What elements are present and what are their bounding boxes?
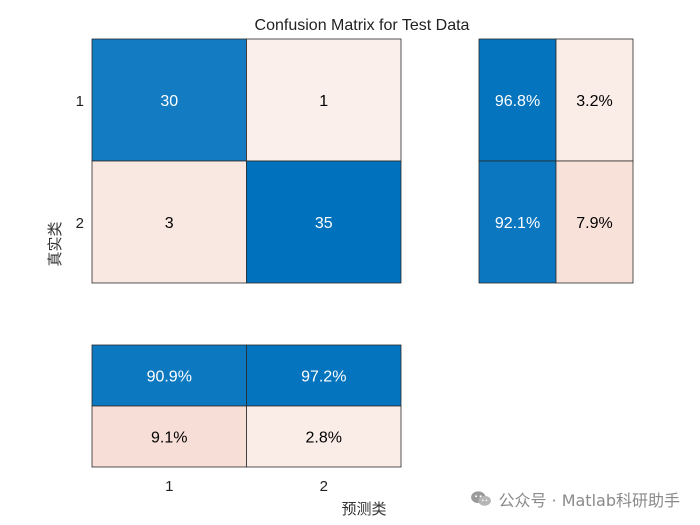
watermark: 公众号 · Matlab科研助手 (470, 487, 680, 511)
matrix-cell-1-1 (91, 38, 247, 162)
matrix-cell-2-1-label: 3 (165, 215, 174, 232)
matrix-cell-2-1 (91, 160, 247, 284)
y-tick-label-2: 2 (76, 215, 84, 232)
row-summary-cell-1-1-label: 96.8% (495, 93, 540, 110)
column-summary-cell-2-1-label: 9.1% (151, 430, 187, 447)
row-summary-cell-2-2-label: 7.9% (576, 215, 612, 232)
matrix-cell-2-2 (246, 160, 402, 284)
column-summary-cell-2-2-label: 2.8% (306, 430, 342, 447)
wechat-icon (471, 491, 492, 506)
chart-title: Confusion Matrix for Test Data (255, 17, 470, 34)
column-summary-cell-1-2 (246, 344, 402, 407)
matrix-cell-2-2-label: 35 (315, 215, 333, 232)
x-tick-label-2: 2 (320, 478, 328, 495)
row-summary-cell-1-2-label: 3.2% (576, 93, 612, 110)
matrix-cell-1-2-label: 1 (319, 93, 328, 110)
matrix-cell-1-1-label: 30 (160, 93, 178, 110)
x-tick-label-1: 1 (165, 478, 173, 495)
y-axis-label: 真实类 (46, 221, 64, 266)
row-summary-cell-2-1-label: 92.1% (495, 215, 540, 232)
row-summary-cell-2-1 (478, 160, 557, 284)
row-summary-cell-1-2 (555, 38, 634, 162)
y-tick-label-1: 1 (76, 93, 84, 110)
x-axis-label: 预测类 (341, 500, 386, 518)
matrix-cell-1-2 (246, 38, 402, 162)
column-summary-cell-1-2-label: 97.2% (301, 369, 346, 386)
row-summary-cell-1-1 (478, 38, 557, 162)
column-summary-cell-2-2 (246, 405, 402, 468)
column-summary-cell-1-1-label: 90.9% (147, 369, 192, 386)
watermark-text: 公众号 · Matlab科研助手 (498, 491, 680, 510)
row-summary-cell-2-2 (555, 160, 634, 284)
